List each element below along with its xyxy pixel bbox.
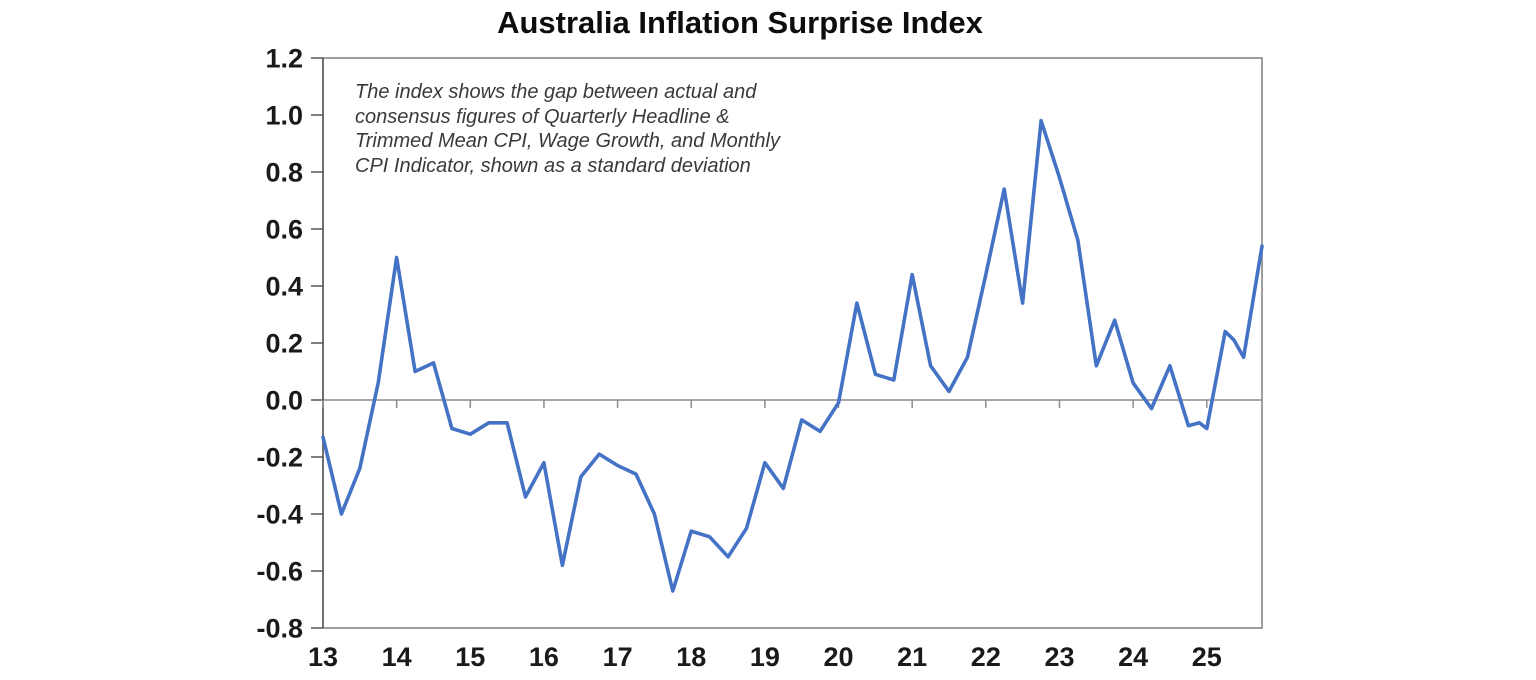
x-axis-tick-label: 21 xyxy=(897,642,927,672)
y-axis-tick-label: 0.6 xyxy=(265,215,303,245)
x-axis-tick-label: 15 xyxy=(455,642,485,672)
data-line-series xyxy=(321,118,1264,593)
y-axis-tick-label: 0.8 xyxy=(265,158,303,188)
x-axis-tick-label: 23 xyxy=(1044,642,1074,672)
annotation-line-1: The index shows the gap between actual a… xyxy=(355,81,757,103)
annotation-line-3: Trimmed Mean CPI, Wage Growth, and Month… xyxy=(355,130,780,152)
y-axis-tick-label: -0.8 xyxy=(256,614,303,644)
y-axis-tick-label: 0.4 xyxy=(265,272,303,302)
y-axis-tick-label: -0.2 xyxy=(256,443,303,473)
y-axis-tick-label: 1.2 xyxy=(265,44,303,74)
x-axis-tick-label: 18 xyxy=(676,642,706,672)
x-axis-tick-label: 20 xyxy=(824,642,854,672)
y-axis-tick-label: 1.0 xyxy=(265,101,303,131)
y-axis-tick-label: -0.6 xyxy=(256,557,303,587)
chart-annotation: The index shows the gap between actual a… xyxy=(355,80,780,178)
chart-title: Australia Inflation Surprise Index xyxy=(497,5,983,40)
x-axis-tick-label: 16 xyxy=(529,642,559,672)
x-axis-tick-label: 17 xyxy=(603,642,633,672)
y-axis-tick-label: 0.2 xyxy=(265,329,303,359)
x-axis-tick-label: 25 xyxy=(1192,642,1222,672)
annotation-line-2: consensus figures of Quarterly Headline … xyxy=(355,105,730,128)
x-axis-tick-label: 14 xyxy=(382,642,412,672)
annotation-line-4: CPI Indicator, shown as a standard devia… xyxy=(355,154,751,177)
x-axis-tick-label: 22 xyxy=(971,642,1001,672)
y-axis-tick-label: -0.4 xyxy=(256,500,303,530)
x-axis-tick-label: 13 xyxy=(308,642,338,672)
x-axis-tick-label: 24 xyxy=(1118,642,1148,672)
y-axis-tick-label: 0.0 xyxy=(265,386,303,416)
x-axis-tick-label: 19 xyxy=(750,642,780,672)
